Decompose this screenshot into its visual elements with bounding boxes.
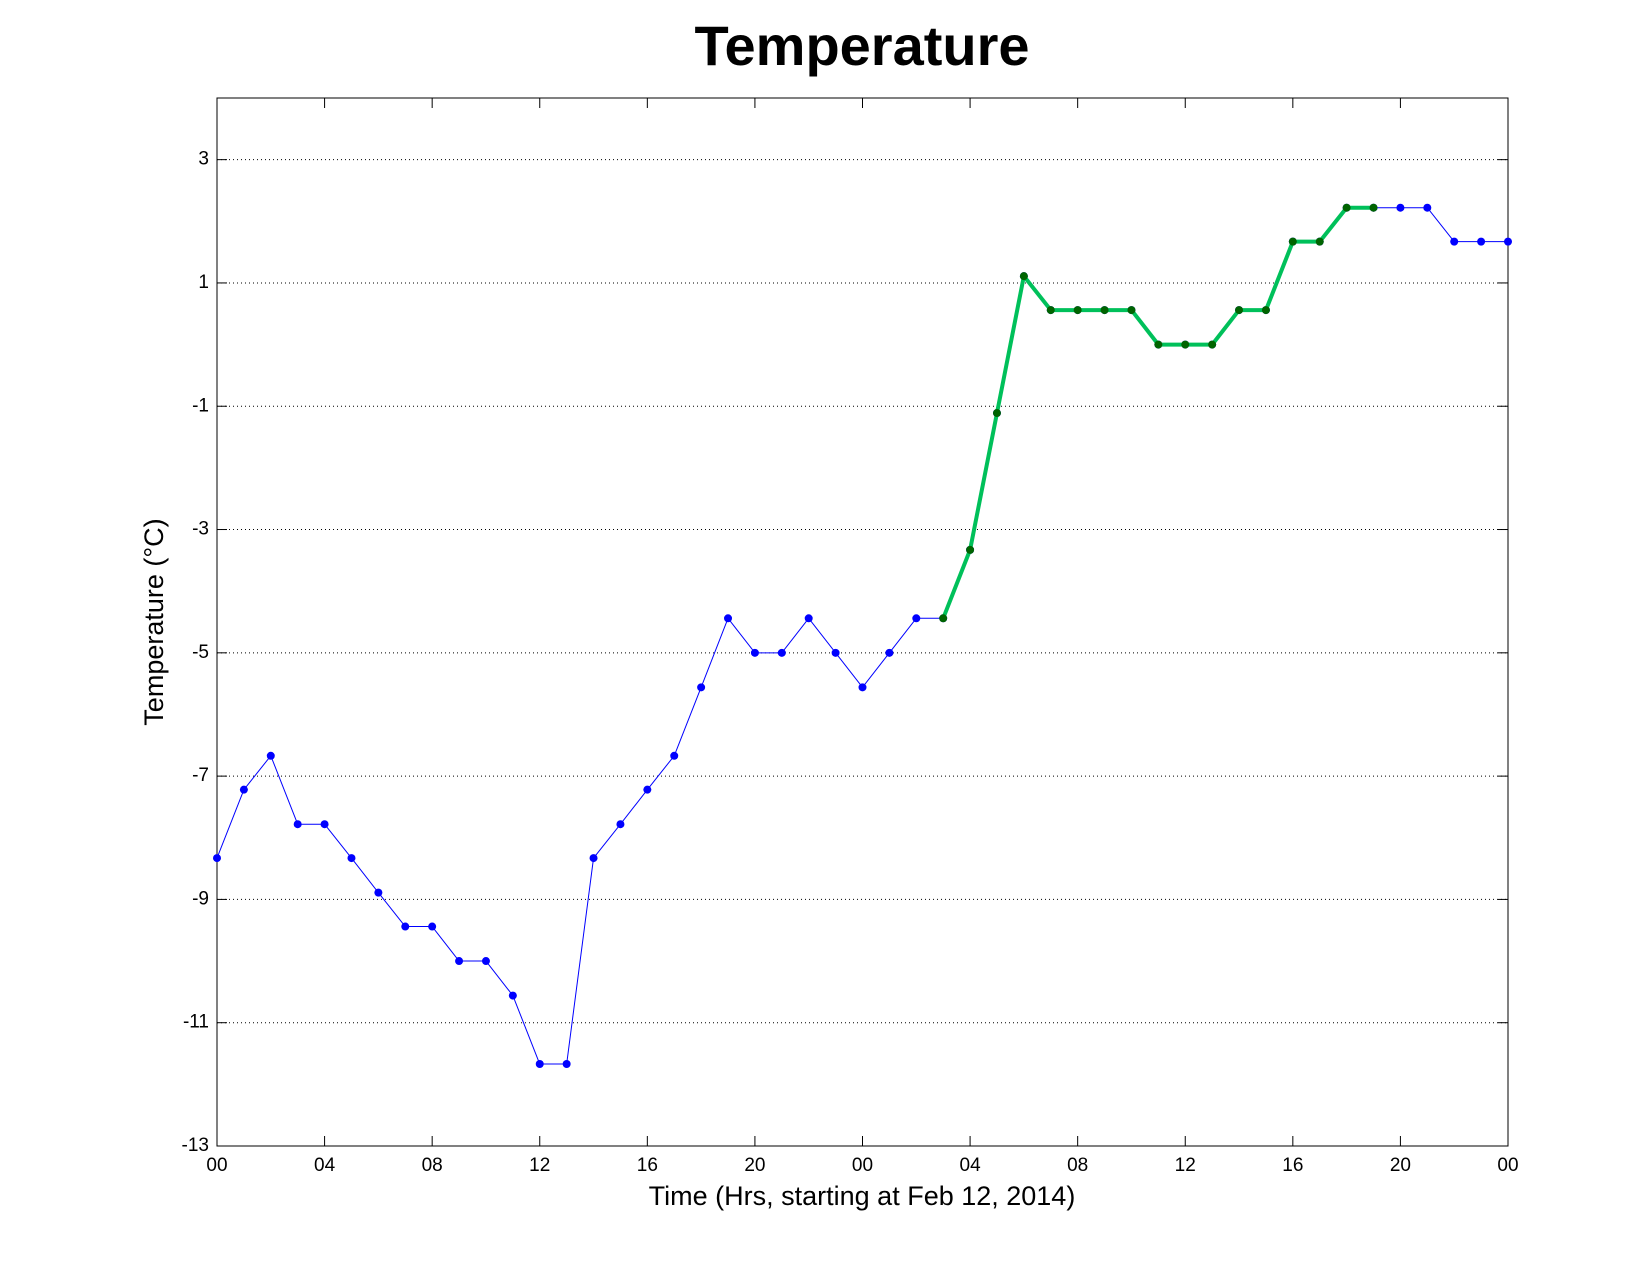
- data-point: [455, 957, 464, 966]
- y-tick-label: -13: [182, 1135, 209, 1156]
- data-point: [858, 683, 867, 692]
- x-tick-label: 00: [852, 1155, 873, 1176]
- data-point: [643, 785, 652, 794]
- data-point: [1073, 306, 1082, 315]
- data-point: [320, 820, 329, 829]
- data-point: [589, 854, 598, 863]
- data-point: [777, 648, 786, 657]
- data-point: [966, 545, 975, 554]
- x-tick-label: 00: [206, 1155, 227, 1176]
- y-tick-label: -3: [192, 519, 209, 540]
- x-tick-label: 16: [637, 1155, 658, 1176]
- y-tick-label: -9: [192, 888, 209, 909]
- x-tick-label: 08: [1067, 1155, 1088, 1176]
- chart-title: Temperature: [694, 14, 1029, 77]
- x-tick-label: 12: [529, 1155, 550, 1176]
- data-point: [239, 785, 248, 794]
- y-tick-label: 1: [198, 272, 209, 293]
- data-point: [1477, 237, 1486, 246]
- data-point: [885, 648, 894, 657]
- x-tick-label: 16: [1282, 1155, 1303, 1176]
- x-tick-label: 04: [314, 1155, 336, 1176]
- data-point: [1181, 340, 1190, 349]
- data-point: [912, 614, 921, 623]
- plot-area: [217, 98, 1508, 1146]
- data-point: [508, 991, 517, 1000]
- data-point: [697, 683, 706, 692]
- data-point: [1423, 203, 1432, 212]
- x-tick-label: 08: [422, 1155, 443, 1176]
- data-point: [347, 854, 356, 863]
- data-point: [1315, 237, 1324, 246]
- x-tick-label: 20: [744, 1155, 765, 1176]
- y-tick-label: -11: [183, 1012, 209, 1033]
- plot-frame: [216, 97, 1509, 1147]
- data-point: [535, 1060, 544, 1069]
- data-point: [1100, 306, 1109, 315]
- data-point: [266, 751, 275, 760]
- data-point: [1450, 237, 1459, 246]
- x-tick-label: 12: [1175, 1155, 1196, 1176]
- data-point: [293, 820, 302, 829]
- data-point: [939, 614, 948, 623]
- data-point: [401, 922, 410, 931]
- data-point: [616, 820, 625, 829]
- data-point: [670, 751, 679, 760]
- data-point: [992, 409, 1001, 418]
- data-point: [1208, 340, 1217, 349]
- data-point: [562, 1060, 571, 1069]
- data-point: [1342, 203, 1351, 212]
- data-point: [213, 854, 221, 863]
- data-point: [1235, 306, 1244, 315]
- y-tick-label: -1: [192, 395, 209, 416]
- data-point: [428, 922, 437, 931]
- data-point: [1369, 203, 1378, 212]
- y-tick-label: -7: [192, 765, 209, 786]
- data-point: [724, 614, 733, 623]
- data-point: [1396, 203, 1405, 212]
- data-point: [481, 957, 490, 966]
- x-tick-label: 00: [1497, 1155, 1518, 1176]
- data-point: [1127, 306, 1136, 315]
- y-tick-label: -5: [192, 642, 209, 663]
- y-tick-label: 3: [198, 149, 209, 170]
- y-axis-label: Temperature (°C): [139, 518, 169, 725]
- data-point: [1154, 340, 1163, 349]
- data-point: [374, 888, 383, 897]
- data-point: [750, 648, 759, 657]
- data-point: [831, 648, 840, 657]
- data-point: [1046, 306, 1055, 315]
- x-axis-label: Time (Hrs, starting at Feb 12, 2014): [649, 1181, 1076, 1211]
- data-point: [804, 614, 813, 623]
- x-tick-label: 04: [960, 1155, 982, 1176]
- data-point: [1504, 237, 1512, 246]
- data-point: [1288, 237, 1297, 246]
- data-point: [1019, 272, 1028, 281]
- data-point: [1261, 306, 1270, 315]
- x-tick-label: 20: [1390, 1155, 1411, 1176]
